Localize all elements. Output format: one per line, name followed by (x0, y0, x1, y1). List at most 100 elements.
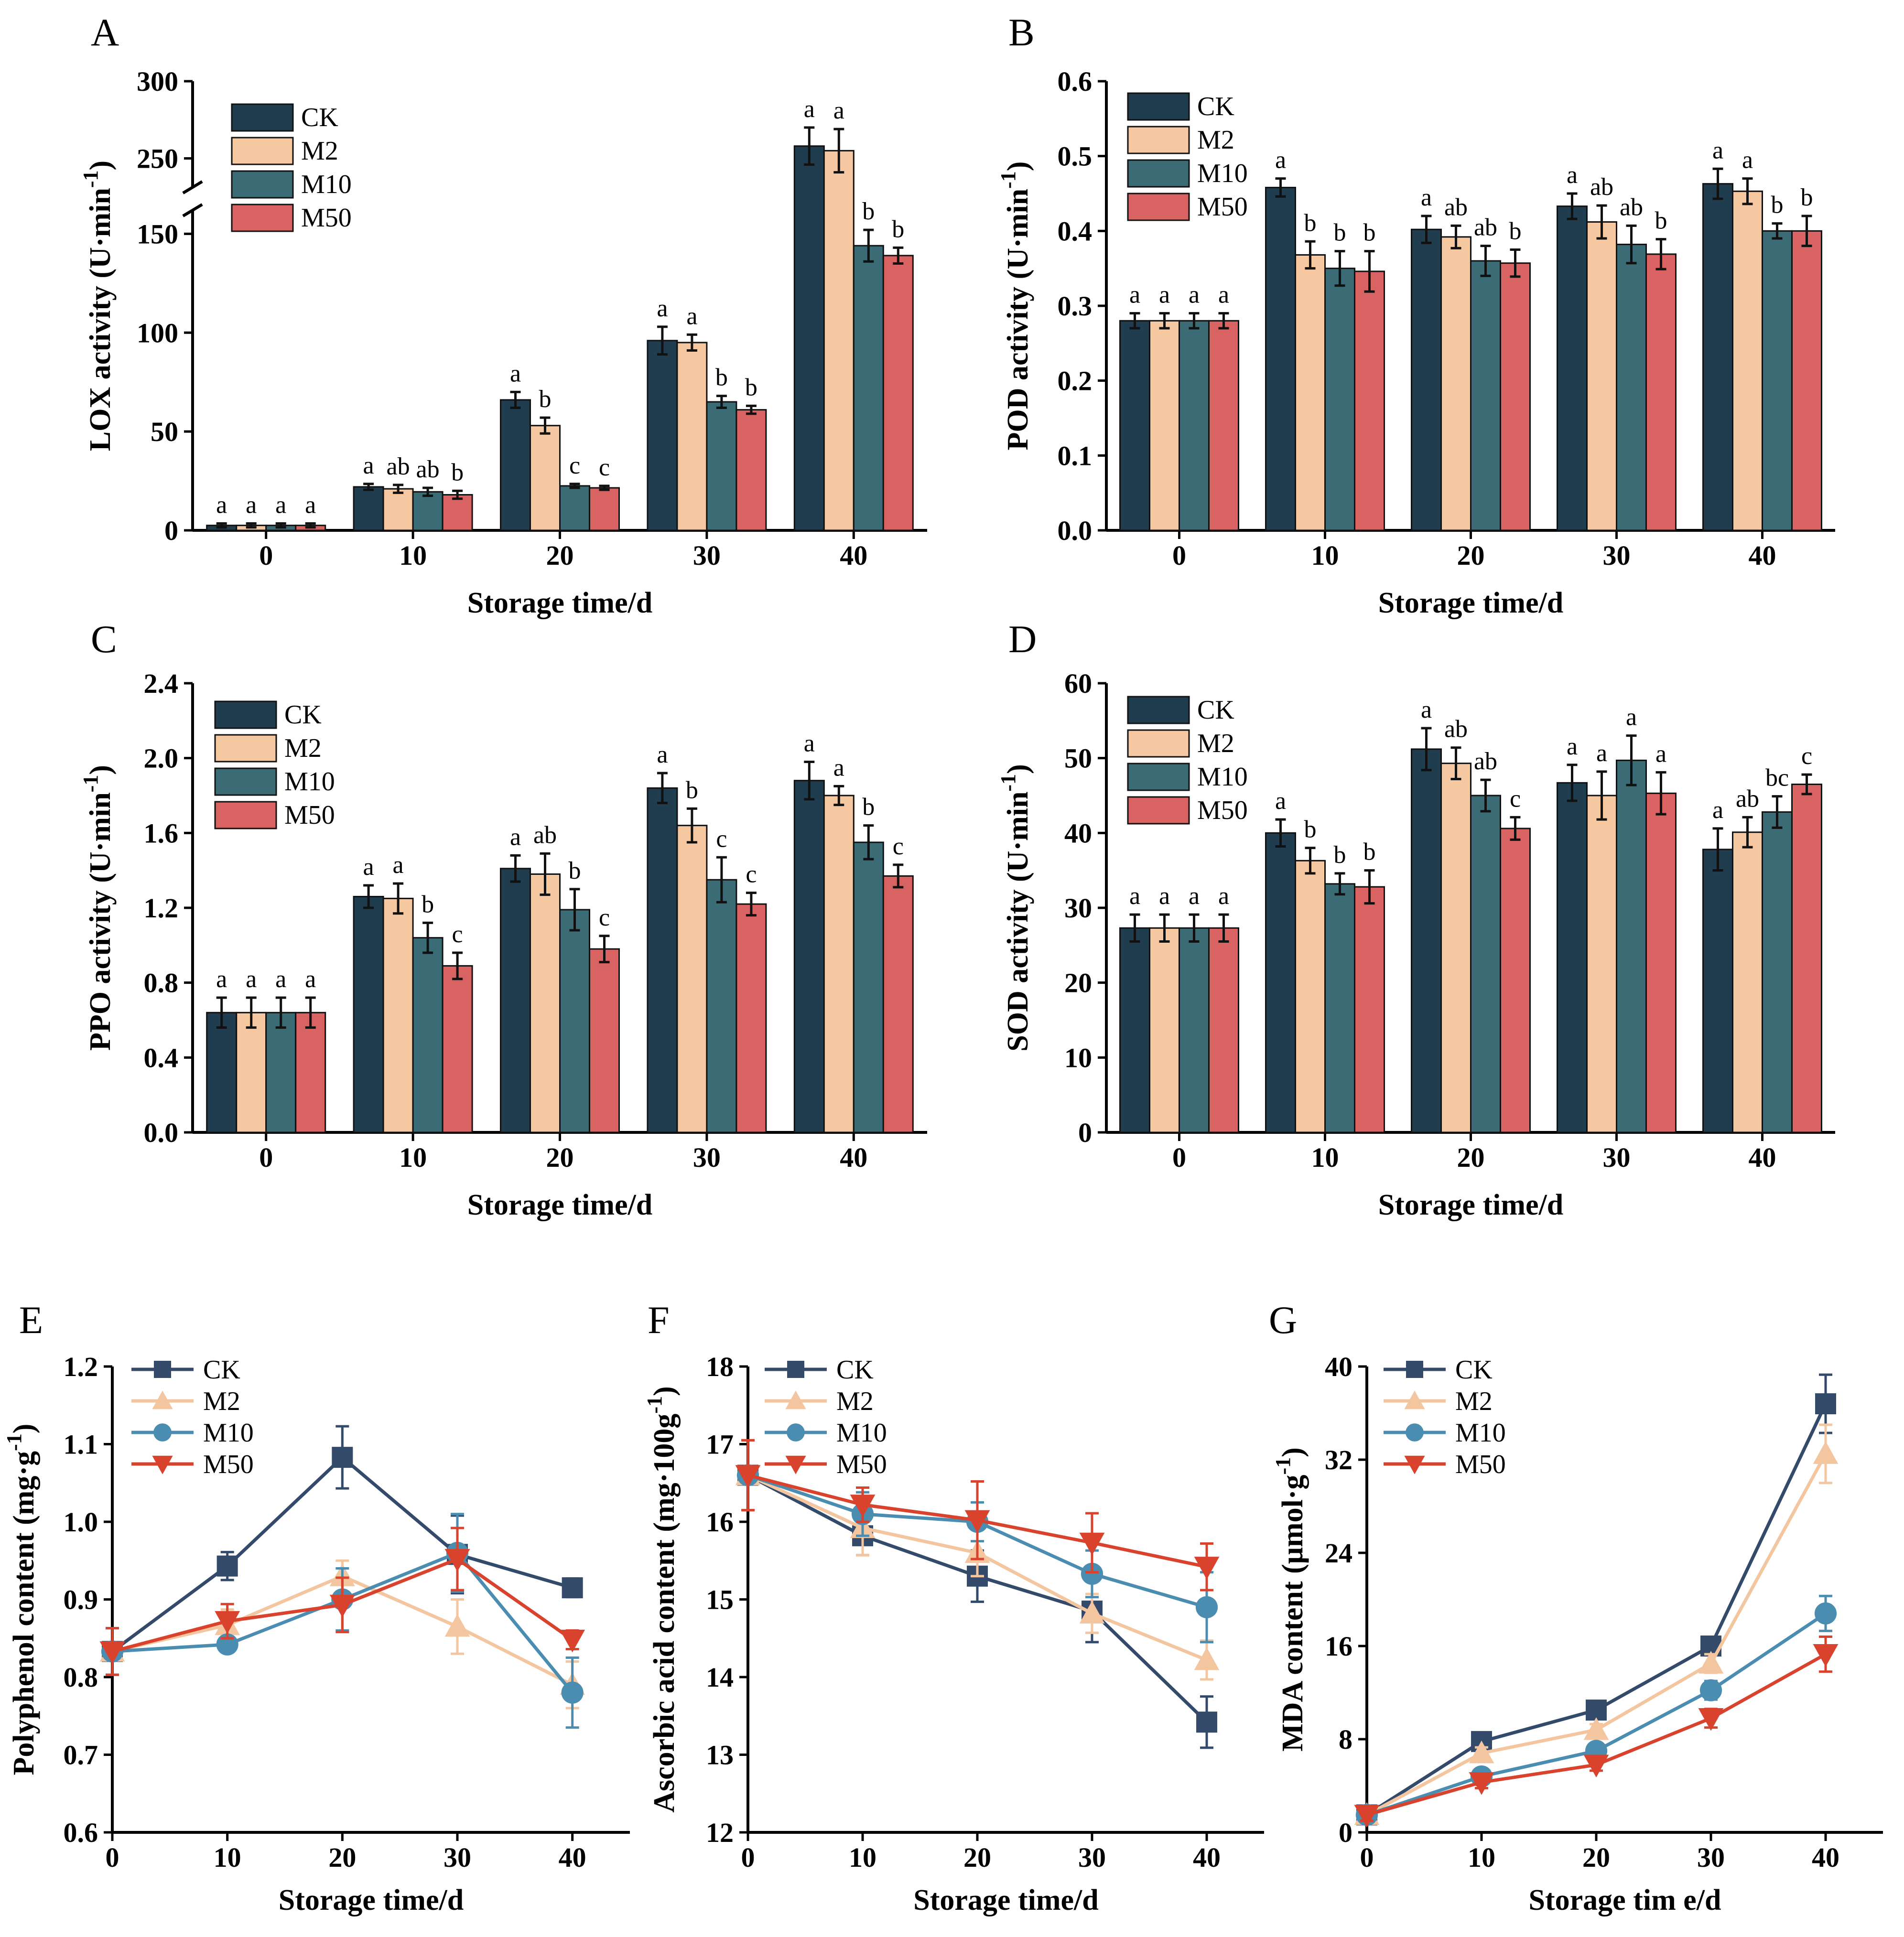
significance-letter: a (833, 754, 844, 781)
significance-letter: bc (1765, 764, 1789, 792)
significance-letter: c (746, 861, 757, 888)
bar-ck (793, 780, 825, 1133)
significance-letter: b (715, 364, 728, 391)
panel-letter: A (91, 11, 119, 54)
y-tick-label: 32 (1325, 1444, 1352, 1475)
y-tick-label: 1.0 (64, 1507, 98, 1538)
legend-label: M50 (301, 203, 352, 233)
legend-label: M2 (1197, 125, 1234, 155)
y-axis-title: POD activity (U·min-1) (996, 161, 1034, 451)
legend-label: M2 (301, 136, 338, 166)
legend-label: M10 (203, 1418, 254, 1448)
x-tick-label: 10 (399, 540, 427, 571)
bar-m2 (676, 825, 708, 1133)
bar-m2 (1295, 254, 1326, 531)
y-tick-label: 1.2 (64, 1351, 98, 1382)
y-tick-label: 0.8 (144, 968, 179, 999)
bar-m10 (265, 1012, 297, 1133)
data-point-m50 (964, 1510, 990, 1533)
legend-label: M2 (1455, 1387, 1493, 1416)
significance-letter: a (1159, 281, 1170, 309)
legend-swatch-m50 (231, 204, 294, 232)
x-tick-label: 20 (328, 1842, 356, 1873)
legend-label: M2 (203, 1387, 240, 1416)
legend-label: M10 (1197, 762, 1248, 792)
data-point-ck (332, 1447, 353, 1468)
legend-swatch-ck (214, 700, 277, 729)
significance-letter: b (569, 857, 581, 884)
significance-letter: a (363, 452, 374, 479)
bar-m2 (530, 873, 561, 1133)
legend-swatch-ck (1127, 696, 1190, 724)
bar-m2 (1440, 763, 1471, 1133)
data-point-m10 (1081, 1562, 1103, 1585)
bar-m2 (382, 897, 414, 1133)
bar-m50 (589, 487, 620, 531)
bar-ck (1411, 748, 1442, 1133)
significance-letter: a (246, 966, 257, 993)
bar-m50 (1208, 927, 1239, 1133)
x-tick-label: 0 (741, 1842, 755, 1873)
bar-m50 (882, 875, 914, 1133)
y-axis-title: Polyphenol content (mg·g-1) (2, 1424, 40, 1776)
y-axis-title-main: Ascorbic acid content (mg·100g (648, 1414, 681, 1813)
bar-m2 (676, 342, 708, 531)
data-point-m50 (850, 1495, 876, 1517)
data-point-m2 (444, 1614, 470, 1637)
significance-letter: a (1189, 281, 1200, 309)
bar-ck (1702, 849, 1733, 1133)
significance-letter: a (1567, 161, 1578, 189)
y-tick-label: 60 (1064, 668, 1092, 699)
bar-m10 (853, 841, 884, 1133)
significance-letter: b (1363, 839, 1376, 866)
x-tick-label: 30 (1603, 540, 1631, 571)
y-tick-label: 24 (1325, 1538, 1352, 1569)
x-tick-label: 40 (1749, 1142, 1776, 1173)
legend-label: M2 (1197, 729, 1234, 758)
y-axis-title-superscript: -1 (2, 1433, 26, 1451)
x-tick-label: 10 (214, 1842, 241, 1873)
significance-letter: b (686, 776, 698, 804)
y-axis-title: MDA content (μmol·g-1) (1271, 1447, 1309, 1752)
y-tick-label: 14 (706, 1662, 734, 1693)
x-tick-label: 10 (1311, 540, 1339, 571)
bar-m2 (236, 1012, 267, 1133)
y-tick-label: 0 (1339, 1817, 1352, 1848)
data-point-m2 (1079, 1601, 1105, 1624)
y-axis-title: SOD activity (U·min-1) (996, 764, 1034, 1052)
y-axis-title-superscript: -1 (1271, 1457, 1295, 1475)
panel-letter: D (1008, 617, 1037, 661)
y-tick-label: 17 (706, 1429, 734, 1460)
y-axis-title-main: Polyphenol content (mg·g (8, 1451, 40, 1776)
bar-m10 (706, 879, 737, 1133)
y-axis-title: Ascorbic acid content (mg·100g-1) (643, 1386, 681, 1812)
significance-letter: ab (416, 456, 440, 483)
bar-m50 (589, 948, 620, 1133)
x-tick-label: 20 (963, 1842, 991, 1873)
significance-letter: b (451, 459, 464, 486)
bar-m50 (1500, 828, 1531, 1133)
significance-letter: c (452, 921, 463, 948)
significance-letter: c (599, 454, 610, 481)
significance-letter: b (1801, 184, 1813, 211)
y-axis-title-tail: ) (1002, 161, 1034, 172)
bar-m2 (1586, 221, 1617, 531)
significance-letter: b (539, 386, 552, 413)
legend-swatch-m50 (214, 801, 277, 829)
significance-letter: ab (1736, 785, 1759, 812)
x-tick-label: 10 (1468, 1842, 1495, 1873)
y-axis-title-tail: ) (84, 765, 117, 775)
bar-ck (647, 340, 678, 531)
legend-label: CK (1455, 1355, 1493, 1385)
legend-label: M10 (284, 767, 335, 796)
y-tick-label: 0.7 (64, 1740, 98, 1771)
significance-letter: b (1771, 192, 1784, 219)
significance-letter: b (1334, 841, 1346, 869)
legend-swatch-ck (1127, 92, 1190, 121)
legend-label: CK (1197, 695, 1234, 725)
significance-letter: b (745, 374, 757, 401)
data-point-m50 (1354, 1805, 1380, 1828)
data-point-m10 (1814, 1602, 1837, 1625)
x-tick-label: 40 (840, 540, 867, 571)
